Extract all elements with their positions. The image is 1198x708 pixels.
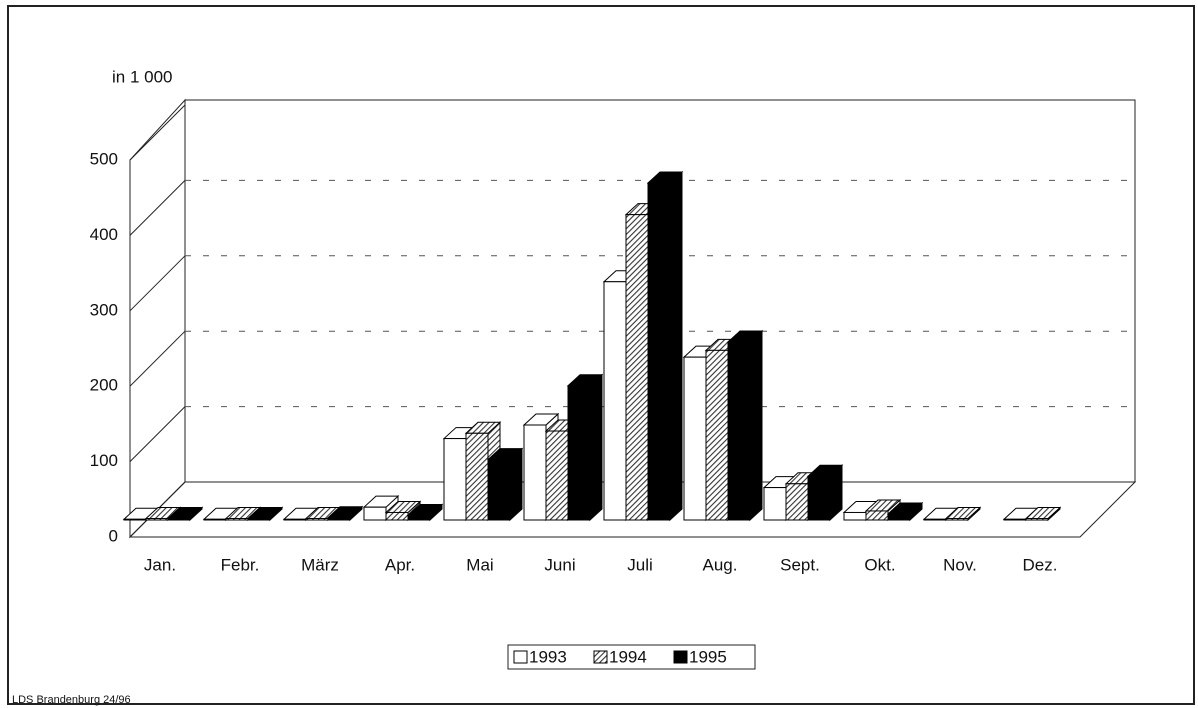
legend-label: 1993: [529, 647, 567, 666]
x-tick-label: Nov.: [943, 555, 977, 574]
x-tick-label: Febr.: [221, 555, 260, 574]
bar-front: [727, 341, 751, 521]
bar: [246, 506, 284, 522]
y-tick-label: 500: [90, 149, 118, 168]
bar-front: [327, 517, 351, 521]
bar-front: [545, 430, 569, 521]
bar-front: [407, 514, 431, 521]
x-tick-label: Juli: [627, 555, 653, 574]
bar-front: [203, 518, 227, 521]
bar-front: [843, 511, 867, 521]
bar-front: [385, 511, 409, 521]
y-tick-label: 300: [90, 300, 118, 319]
bar: [166, 506, 204, 522]
bar-front: [305, 517, 329, 521]
y-tick: [129, 255, 186, 312]
bar: [566, 373, 604, 522]
bar: [486, 447, 524, 522]
legend-label: 1994: [609, 647, 647, 666]
bar-side: [509, 447, 523, 522]
bar-side: [589, 373, 603, 522]
legend-label: 1995: [689, 647, 727, 666]
bar-front: [647, 182, 671, 521]
bar-front: [145, 517, 169, 521]
y-tick-label: 100: [90, 451, 118, 470]
x-tick-label: Dez.: [1023, 555, 1058, 574]
bar: [406, 503, 444, 522]
bar-front: [247, 517, 271, 521]
bar: [944, 506, 982, 522]
bar-front: [487, 459, 511, 521]
bar: [1024, 506, 1062, 522]
bar-front: [865, 510, 889, 521]
x-tick-label: Juni: [544, 555, 575, 574]
bar-front: [763, 487, 787, 521]
y-tick: [129, 330, 186, 387]
bar-front: [567, 385, 591, 521]
bar-front: [465, 432, 489, 521]
bar-side: [669, 170, 683, 522]
legend: 1993 1994 1995: [507, 644, 756, 670]
legend-swatch: [513, 650, 528, 664]
legend-box: [507, 644, 756, 670]
bar-front: [923, 518, 947, 521]
bar-front: [785, 483, 809, 521]
bar-front: [1025, 517, 1049, 521]
bar-front: [683, 356, 707, 521]
y-tick: [129, 104, 186, 161]
y-tick-label: 0: [109, 526, 118, 545]
bar: [326, 505, 364, 522]
bar: [886, 501, 924, 522]
y-tick: [129, 406, 186, 462]
x-tick-label: Apr.: [385, 555, 415, 574]
bar-front: [443, 438, 467, 521]
bar-front: [945, 517, 969, 521]
y-tick-label: 400: [90, 225, 118, 244]
bar-front: [887, 513, 911, 521]
x-tick-label: Jan.: [144, 555, 176, 574]
source: LDS Brandenburg 24/96: [12, 694, 131, 706]
bar: [726, 329, 764, 522]
bar-front: [363, 506, 387, 521]
legend-swatch: [593, 650, 608, 664]
bar-front: [225, 517, 249, 521]
bar-front: [523, 424, 547, 521]
y-axis-label: in 1 000: [112, 67, 173, 86]
y-tick-label: 200: [90, 376, 118, 395]
y-tick: [129, 180, 186, 236]
frame: [7, 5, 1195, 705]
bar-front: [1003, 518, 1027, 521]
bar-front: [705, 349, 729, 521]
x-tick-label: März: [301, 555, 339, 574]
bar-front: [603, 281, 627, 521]
bar: [806, 464, 844, 522]
bar-front: [625, 214, 649, 521]
bar-front: [167, 517, 191, 521]
x-tick-label: Aug.: [703, 555, 738, 574]
bar-side: [749, 329, 763, 522]
bar-front: [123, 518, 147, 521]
x-tick-label: Mai: [466, 555, 493, 574]
bar: [646, 170, 684, 522]
left-wall: [129, 98, 186, 539]
x-tick-label: Okt.: [864, 555, 895, 574]
bar-front: [283, 518, 307, 521]
legend-swatch: [673, 650, 688, 664]
bar-front: [807, 475, 831, 521]
x-tick-label: Sept.: [780, 555, 820, 574]
